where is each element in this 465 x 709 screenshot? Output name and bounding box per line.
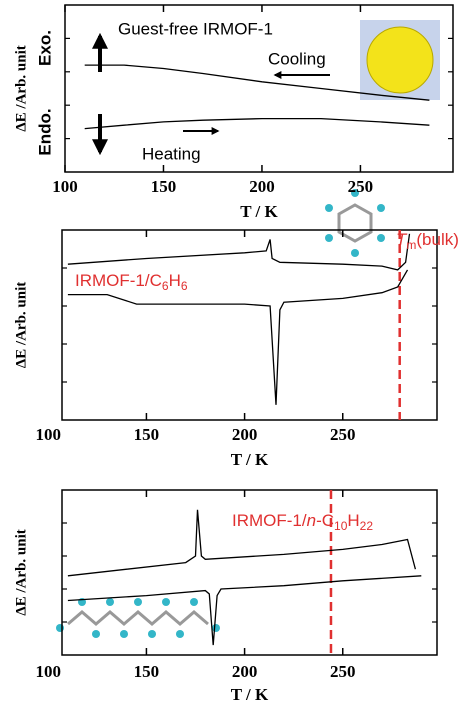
annotation: Cooling bbox=[268, 49, 326, 68]
annotation-part: n bbox=[307, 511, 316, 530]
panel: 100 150 200 250 T / K ΔE /Arb. unit IRMOF-1/n-… bbox=[13, 489, 438, 704]
annotation-part: 22 bbox=[360, 519, 374, 533]
annotation: IRMOF-1/C6H6 bbox=[75, 271, 188, 293]
annotation-part: IRMOF-1/ bbox=[232, 511, 307, 530]
panel: 100 150 200 250 T / K ΔE /Arb. unit Exo. Endo. G… bbox=[13, 4, 454, 221]
mof-inset bbox=[360, 20, 440, 100]
annotation-part: H bbox=[169, 271, 181, 290]
curve bbox=[67, 233, 411, 271]
x-axis-label: T / K bbox=[231, 685, 269, 704]
curve bbox=[84, 64, 430, 101]
x-axis-label: T / K bbox=[231, 450, 269, 469]
x-tick-label: 200 bbox=[249, 177, 275, 196]
x-tick-label: 100 bbox=[52, 177, 78, 196]
plot-frame bbox=[64, 4, 454, 173]
annotation: Heating bbox=[142, 144, 201, 163]
x-tick-label: 150 bbox=[151, 177, 177, 196]
annotation-part: 6 bbox=[181, 279, 188, 293]
annotation: Endo. bbox=[35, 108, 54, 155]
annotation-part: m bbox=[406, 238, 416, 252]
benzene-inset bbox=[325, 189, 385, 257]
annotation-part: 10 bbox=[334, 519, 348, 533]
curve bbox=[67, 575, 422, 646]
x-tick-label: 250 bbox=[330, 425, 356, 444]
x-tick-label: 250 bbox=[348, 177, 374, 196]
annotation-part: T bbox=[396, 230, 408, 249]
x-tick-label: 150 bbox=[134, 425, 160, 444]
annotation: Exo. bbox=[35, 30, 54, 66]
annotation-part: (bulk) bbox=[416, 230, 459, 249]
annotation-part: IRMOF-1/C bbox=[75, 271, 162, 290]
y-axis-label: ΔE /Arb. unit bbox=[13, 45, 29, 132]
x-tick-label: 100 bbox=[36, 662, 62, 681]
annotation-part: H bbox=[347, 511, 359, 530]
plot-frame bbox=[61, 489, 438, 656]
x-tick-label: 150 bbox=[134, 662, 160, 681]
y-axis-label: ΔE /Arb. unit bbox=[13, 282, 29, 369]
annotation-part: 6 bbox=[162, 279, 169, 293]
curve bbox=[67, 269, 409, 405]
decorations bbox=[56, 20, 440, 638]
curve bbox=[67, 509, 417, 577]
curve bbox=[84, 117, 430, 130]
plot-frame bbox=[61, 229, 438, 421]
annotation-part: -C bbox=[316, 511, 334, 530]
x-tick-label: 200 bbox=[232, 662, 258, 681]
y-axis-label: ΔE /Arb. unit bbox=[13, 529, 29, 616]
x-tick-label: 250 bbox=[330, 662, 356, 681]
x-tick-label: 100 bbox=[36, 425, 62, 444]
x-tick-label: 200 bbox=[232, 425, 258, 444]
annotation: IRMOF-1/n-C10H22 bbox=[232, 511, 373, 533]
annotation: Guest-free IRMOF-1 bbox=[118, 19, 273, 38]
decane-inset bbox=[56, 598, 220, 638]
annotation: Tm(bulk) bbox=[396, 230, 459, 252]
x-axis-label: T / K bbox=[240, 202, 278, 221]
